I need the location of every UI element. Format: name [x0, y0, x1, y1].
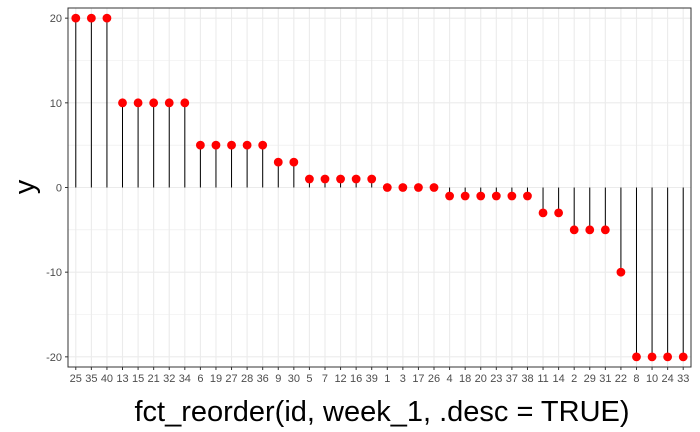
x-tick-label: 15: [132, 373, 144, 385]
x-tick-label: 4: [447, 373, 453, 385]
x-tick-label: 18: [459, 373, 471, 385]
x-tick-label: 34: [179, 373, 191, 385]
x-tick-label: 10: [646, 373, 658, 385]
lollipop-point: [180, 98, 190, 108]
x-tick-label: 1: [384, 373, 390, 385]
lollipop-point: [663, 352, 673, 362]
lollipop-point: [538, 208, 548, 218]
y-tick-label: -10: [46, 267, 62, 279]
x-tick-label: 24: [662, 373, 674, 385]
lollipop-point: [164, 98, 174, 108]
lollipop-point: [554, 208, 564, 218]
x-tick-label: 33: [677, 373, 689, 385]
x-tick-label: 36: [257, 373, 269, 385]
y-tick-label: 10: [50, 98, 62, 110]
lollipop-point: [86, 13, 96, 23]
x-tick-label: 11: [537, 373, 548, 385]
y-tick-label: 20: [50, 13, 62, 25]
y-tick-label: -20: [46, 352, 62, 364]
lollipop-point: [523, 191, 532, 201]
y-axis-ticks: -20 -10 0 10 20: [46, 13, 68, 364]
x-tick-label: 2: [571, 373, 577, 385]
lollipop-point: [305, 174, 314, 184]
lollipop-point: [227, 140, 236, 150]
x-tick-label: 31: [599, 373, 611, 385]
x-axis-title: fct_reorder(id, week_1, .desc = TRUE): [134, 396, 629, 428]
x-tick-label: 6: [197, 373, 203, 385]
lollipop-point: [258, 140, 268, 150]
x-tick-label: 8: [633, 373, 639, 385]
lollipop-point: [102, 13, 112, 23]
x-tick-label: 32: [163, 373, 175, 385]
lollipop-point: [336, 174, 345, 184]
x-tick-label: 26: [428, 373, 440, 385]
x-axis-ticks: 25 35 40 13 15 21 32 34 6 19 27 28 36 9 30 5 7 12 16 39 1 3 17…: [70, 367, 689, 385]
lollipop-point: [632, 352, 641, 362]
x-tick-label: 19: [210, 373, 222, 385]
lollipop-point: [118, 98, 127, 108]
x-tick-label: 22: [615, 373, 627, 385]
lollipop-point: [600, 225, 610, 235]
lollipop-point: [398, 183, 408, 192]
x-tick-label: 12: [334, 373, 346, 385]
lollipop-point: [678, 352, 688, 362]
lollipop-point: [585, 225, 595, 235]
lollipop-point: [195, 140, 205, 150]
lollipop-point: [460, 191, 470, 201]
lollipop-point: [320, 174, 330, 184]
y-tick-label: 0: [56, 183, 62, 195]
lollipop-point: [367, 174, 377, 184]
lollipop-point: [476, 191, 486, 201]
x-tick-label: 14: [552, 373, 564, 385]
lollipop-point: [445, 191, 454, 201]
lollipop-point: [242, 140, 252, 150]
lollipop-point: [491, 191, 501, 201]
lollipop-point: [616, 267, 626, 277]
x-tick-label: 28: [241, 373, 253, 385]
lollipop-point: [273, 157, 283, 167]
x-tick-label: 9: [275, 373, 281, 385]
x-tick-label: 3: [400, 373, 406, 385]
lollipop-point: [507, 191, 517, 201]
lollipop-points: [71, 13, 688, 362]
x-tick-label: 40: [101, 373, 113, 385]
x-tick-label: 17: [412, 373, 424, 385]
lollipop-point: [414, 183, 423, 192]
x-tick-label: 20: [475, 373, 487, 385]
x-tick-label: 37: [506, 373, 518, 385]
x-tick-label: 25: [70, 373, 82, 385]
lollipop-point: [569, 225, 579, 235]
lollipop-point: [133, 98, 143, 108]
lollipop-point: [289, 157, 299, 167]
lollipop-point: [382, 183, 392, 192]
x-tick-label: 5: [306, 373, 312, 385]
lollipop-point: [71, 13, 81, 23]
lollipop-point: [149, 98, 159, 108]
lollipop-point: [429, 183, 439, 192]
x-tick-label: 30: [288, 373, 300, 385]
x-tick-label: 29: [584, 373, 596, 385]
lollipop-point: [351, 174, 361, 184]
x-tick-label: 21: [148, 373, 160, 385]
x-tick-label: 16: [350, 373, 362, 385]
x-tick-label: 7: [322, 373, 328, 385]
x-tick-label: 38: [521, 373, 533, 385]
x-tick-label: 39: [366, 373, 378, 385]
lollipop-point: [647, 352, 657, 362]
lollipop-point: [211, 140, 221, 150]
x-tick-label: 27: [225, 373, 237, 385]
y-axis-title: y: [9, 179, 41, 194]
x-tick-label: 35: [85, 373, 97, 385]
x-tick-label: 23: [490, 373, 502, 385]
x-tick-label: 13: [116, 373, 128, 385]
